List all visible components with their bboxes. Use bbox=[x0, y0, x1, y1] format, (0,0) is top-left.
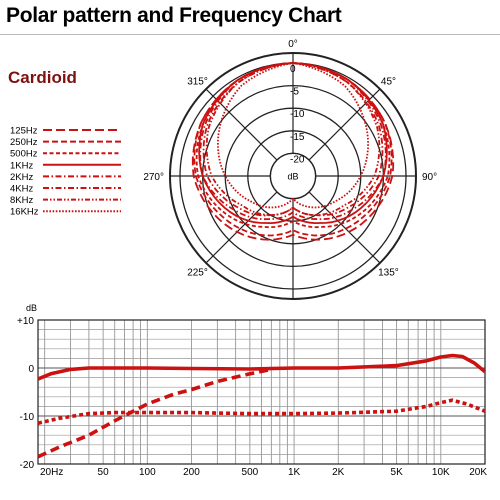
freq-x-tick-label: 5K bbox=[391, 467, 404, 478]
polar-angle-label: 225° bbox=[187, 267, 208, 278]
polar-center-label: dB bbox=[287, 172, 298, 182]
polar-radial-tick-label: -20 bbox=[290, 154, 305, 165]
legend-entry-16KHz: 16KHz bbox=[10, 207, 39, 218]
polar-chart: dB0-5-10-15-200°45°90°135°180°225°270°31… bbox=[10, 39, 437, 300]
freq-y-tick-label: -10 bbox=[20, 412, 35, 423]
polar-spoke bbox=[205, 191, 278, 264]
legend-entry-4KHz: 4KHz bbox=[10, 184, 33, 195]
freq-plot-frame bbox=[37, 319, 486, 465]
polar-radial-tick-label: -15 bbox=[290, 132, 305, 143]
freq-x-tick-label: 1K bbox=[288, 467, 301, 478]
legend-entry-250Hz: 250Hz bbox=[10, 137, 38, 148]
freq-y-axis-label: dB bbox=[26, 303, 37, 313]
polar-angle-label: 0° bbox=[288, 39, 298, 50]
polar-angle-label: 135° bbox=[378, 267, 399, 278]
freq-y-tick-label: +10 bbox=[17, 316, 34, 327]
freq-x-tick-label: 2K bbox=[332, 467, 345, 478]
polar-angle-label: 315° bbox=[187, 77, 208, 88]
freq-y-tick-label: -20 bbox=[20, 460, 35, 471]
polar-series-125Hz bbox=[191, 62, 395, 241]
freq-x-tick-label: 100 bbox=[139, 467, 156, 478]
polar-radial-tick-label: 0 bbox=[290, 64, 296, 75]
freq-x-tick-label: 20K bbox=[469, 467, 487, 478]
polar-radial-tick-label: -10 bbox=[290, 109, 305, 120]
polar-radial-tick-label: -5 bbox=[290, 87, 299, 98]
freq-y-tick-label: 0 bbox=[28, 364, 34, 375]
title-divider bbox=[0, 34, 500, 35]
polar-series-16KHz bbox=[216, 62, 370, 209]
freq-x-tick-label: 200 bbox=[183, 467, 200, 478]
legend-entry-500Hz: 500Hz bbox=[10, 149, 38, 160]
legend-entry-8KHz: 8KHz bbox=[10, 195, 33, 206]
polar-spoke bbox=[308, 88, 381, 161]
polar-angle-label: 45° bbox=[381, 77, 396, 88]
polar-spoke bbox=[308, 191, 381, 264]
pattern-name: Cardioid bbox=[8, 68, 77, 87]
polar-series-2KHz bbox=[199, 62, 387, 221]
polar-series-1KHz bbox=[198, 62, 388, 225]
freq-x-tick-label: 500 bbox=[242, 467, 259, 478]
legend-entry-1KHz: 1KHz bbox=[10, 160, 33, 171]
freq-series-2 bbox=[37, 367, 272, 459]
freq-x-tick-label: 20Hz bbox=[40, 467, 63, 478]
freq-series-1 bbox=[37, 353, 487, 381]
legend-entry-2KHz: 2KHz bbox=[10, 172, 33, 183]
legend-entry-125Hz: 125Hz bbox=[10, 126, 38, 137]
polar-angle-label: 270° bbox=[143, 172, 164, 183]
page-title: Polar pattern and Frequency Chart bbox=[6, 4, 342, 27]
freq-x-tick-label: 50 bbox=[98, 467, 110, 478]
polar-angle-label: 90° bbox=[422, 172, 437, 183]
freq-x-tick-label: 10K bbox=[432, 467, 450, 478]
polar-series-8KHz bbox=[205, 62, 381, 217]
